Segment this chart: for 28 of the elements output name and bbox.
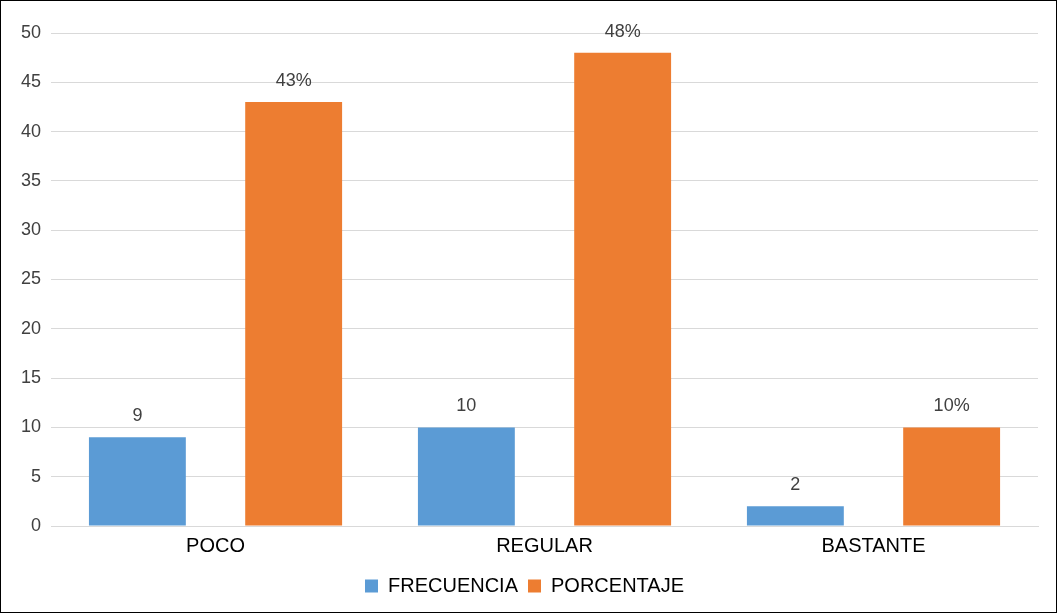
x-tick-label: REGULAR [496, 533, 593, 556]
bar [417, 427, 515, 526]
y-tick-label: 45 [20, 71, 42, 92]
y-tick-label: 0 [31, 514, 42, 535]
legend-label: FRECUENCIA [388, 573, 519, 596]
y-tick-label: 50 [20, 21, 42, 42]
y-tick-label: 5 [31, 465, 42, 486]
bar [574, 52, 672, 526]
bar [245, 102, 343, 526]
legend-label: PORCENTAJE [551, 573, 684, 596]
y-tick-label: 15 [20, 367, 42, 388]
data-label: 10% [933, 395, 970, 416]
y-tick-label: 10 [20, 416, 42, 437]
y-tick-label: 30 [20, 219, 42, 240]
data-label: 10 [456, 395, 477, 416]
data-label: 2 [790, 474, 801, 495]
data-label: 43% [275, 69, 312, 90]
y-tick-label: 25 [20, 268, 42, 289]
data-label: 9 [132, 405, 143, 426]
x-tick-label: POCO [186, 533, 245, 556]
y-tick-label: 35 [20, 169, 42, 190]
bar [88, 437, 186, 526]
data-label: 48% [604, 20, 641, 41]
y-tick-label: 40 [20, 120, 42, 141]
y-tick-label: 20 [20, 317, 42, 338]
bar [746, 506, 844, 526]
bar [903, 427, 1001, 526]
x-tick-label: BASTANTE [821, 533, 926, 556]
